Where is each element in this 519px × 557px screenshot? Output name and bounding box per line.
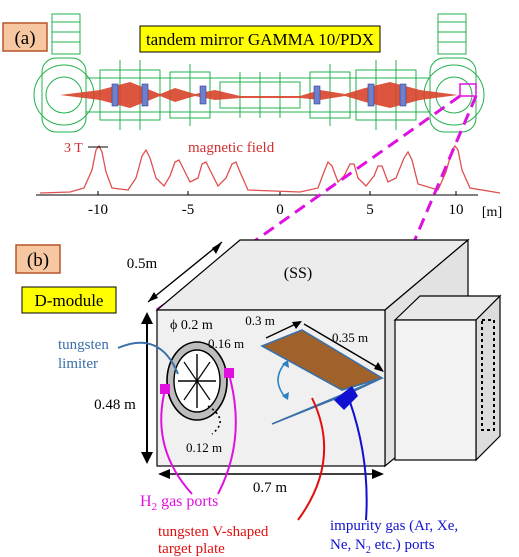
height-arrow-bottom [141, 452, 153, 464]
plate-width-arrow [292, 321, 302, 329]
tick-label-minus10: -10 [88, 202, 108, 218]
depth-arrow-a [148, 292, 158, 302]
tick-label-5: 5 [366, 202, 374, 218]
plasma-column [60, 82, 458, 108]
impurity-label-1: impurity gas (Ar, Xe, [330, 518, 458, 534]
h2-label-post: gas ports [157, 493, 218, 510]
plate-length-label: 0.35 m [332, 330, 368, 345]
h2-label: H2 gas ports [140, 493, 218, 513]
limiter-label-1: tungsten [58, 337, 109, 353]
h2-pointer-left [160, 393, 193, 495]
axis-unit: [m] [482, 205, 502, 220]
field-curve [39, 144, 501, 194]
material-label: (SS) [284, 265, 312, 282]
impurity-label-2-pre: Ne, N [330, 537, 366, 553]
panel-a-tag-box [2, 22, 48, 52]
plate-length-dim [303, 323, 383, 371]
depth-label: 0.5m [127, 256, 158, 272]
panel-b: (b) D-module (SS) 0.5m 0.48 m 0.7 m [15, 238, 502, 557]
coil-blocks [111, 83, 407, 107]
module-label-box [21, 286, 117, 314]
field-label: magnetic field [188, 140, 275, 156]
flange-gasket [481, 319, 495, 431]
h2-port-right [224, 368, 234, 378]
width-arrow-left [158, 469, 170, 479]
width-label: 0.7 m [253, 480, 288, 496]
width-arrow-right [372, 469, 384, 479]
machine-title: tandem mirror GAMMA 10/PDX [146, 30, 374, 49]
rotation-arrowhead-bottom [282, 392, 289, 400]
impurity-label-2-sub: 2 [366, 545, 371, 556]
h2-label-sub: 2 [152, 501, 158, 513]
limiter-diam-d2 [183, 361, 211, 401]
target-label-1: tungsten V-shaped [158, 524, 269, 540]
h2-label-pre: H [140, 493, 152, 510]
plate-width-label: 0.3 m [245, 313, 275, 328]
rotation-arrowhead-top [282, 360, 289, 368]
tick-label-10: 10 [449, 202, 464, 218]
limiter-pointer [117, 341, 179, 375]
height-label: 0.48 m [94, 397, 136, 413]
tick-label-minus5: -5 [182, 202, 195, 218]
magnetic-field-plot: -10 -5 0 5 10 [m] 3 T magnetic field [36, 140, 502, 220]
panel-b-tag: (b) [27, 250, 49, 271]
impurity-label-2-post: etc.) ports [371, 537, 435, 553]
limiter-label-2: limiter [58, 356, 98, 372]
tick-label-zero: 0 [276, 202, 284, 218]
inner-label: 0.16 m [208, 336, 244, 351]
phi-label: ϕ 0.2 m [170, 318, 213, 333]
d-module-location [459, 83, 477, 97]
h2-port-left [160, 384, 170, 394]
target-pointer [297, 397, 326, 521]
field-peak-label: 3 T [64, 141, 83, 156]
target-label-2: target plate [158, 541, 225, 557]
rotation-arrow [277, 361, 287, 399]
panel-b-tag-box [15, 244, 61, 274]
depth-arrow-b [212, 242, 222, 254]
module-label: D-module [35, 291, 104, 310]
impurity-port-arrow [334, 386, 358, 410]
panel-a-tag: (a) [14, 28, 35, 49]
h2-pointer-right [217, 377, 237, 495]
flange-front [394, 319, 477, 461]
title-box [139, 25, 381, 53]
gap-label: 0.12 m [186, 440, 222, 455]
impurity-label-2: Ne, N2 etc.) ports [330, 537, 435, 556]
depth-dim-line [147, 241, 223, 303]
impurity-pointer [349, 401, 368, 521]
height-arrow-top [141, 312, 153, 324]
plate-length-arrow [374, 362, 384, 372]
